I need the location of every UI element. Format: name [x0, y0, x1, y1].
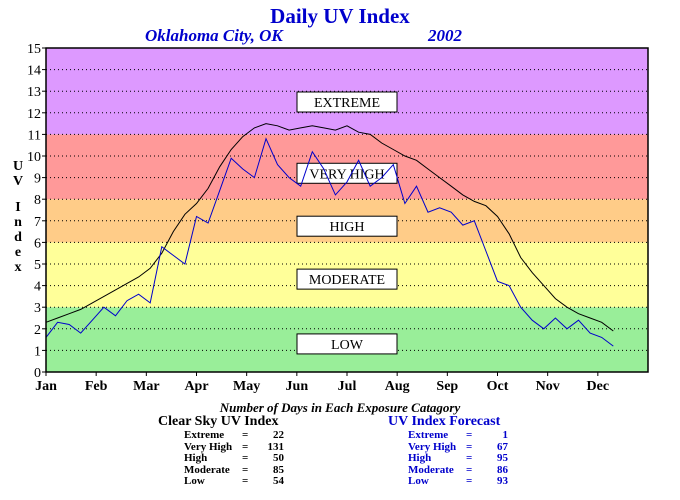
stats-row-equals: =: [466, 463, 473, 476]
chart-title: Daily UV Index: [270, 4, 410, 28]
y-tick-label: 9: [34, 172, 41, 187]
x-tick-label: Feb: [85, 379, 108, 394]
stats-row-value: 86: [497, 463, 508, 476]
band-label-box: [296, 268, 398, 290]
stats-row-label: Extreme: [408, 429, 449, 441]
y-tick-label: 7: [34, 215, 41, 230]
band-label: LOW: [331, 338, 364, 353]
x-tick-label: Apr: [184, 379, 208, 394]
stats-row-value: 54: [273, 475, 284, 488]
x-tick-label: Oct: [487, 379, 509, 394]
stats-row-value: 93: [497, 475, 508, 488]
stats-row-label: Very High: [408, 440, 457, 453]
y-tick-label: 1: [34, 344, 41, 359]
stats-row-equals: =: [242, 429, 249, 441]
x-tick-label: May: [233, 379, 260, 394]
stats-row-equals: =: [466, 452, 473, 465]
stats-row: High = 95: [408, 453, 508, 465]
stats-row-label: Low: [408, 475, 429, 488]
band-label: EXTREME: [314, 96, 380, 111]
stats-row: High = 50: [184, 453, 284, 465]
stats-row: Very High = 131: [184, 440, 285, 454]
band-label: HIGH: [330, 220, 365, 235]
stats-row-value: 22: [273, 429, 284, 441]
band-label: MODERATE: [309, 273, 385, 288]
x-tick-label: Nov: [536, 379, 560, 394]
stats-row-value: 85: [273, 463, 284, 476]
stats-row-equals: =: [242, 475, 249, 488]
band-label-box: [296, 333, 398, 355]
stats-title: Number of Days in Each Exposure Catagory: [219, 400, 461, 415]
stats-row-label: High: [184, 452, 208, 465]
stats-row-value: 95: [497, 452, 508, 465]
stats-row-value: 67: [497, 440, 508, 453]
stats-row-value: 50: [273, 452, 284, 465]
stats-row: Extreme = 22: [184, 429, 284, 442]
clear-sky-series-line: [45, 123, 614, 332]
stats-row: Low = 54: [184, 476, 284, 488]
forecast-stats: Extreme = 1 Very High = 67 High = 95 Moderate = 86 L…: [408, 429, 509, 488]
stats-row-label: Low: [184, 475, 205, 488]
x-tick-label: Aug: [385, 379, 410, 394]
x-tick-label: Sep: [436, 379, 458, 394]
stats-row-equals: =: [466, 475, 473, 488]
y-tick-label: 0: [34, 366, 41, 381]
chart-year: 2002: [428, 26, 462, 45]
y-tick-label: 2: [34, 323, 41, 338]
stats-row: Moderate = 85: [184, 463, 284, 477]
stats-row-equals: =: [466, 429, 473, 441]
band-label-box: [296, 91, 398, 113]
stats-row-label: High: [408, 452, 432, 465]
y-tick-label: 14: [27, 64, 41, 79]
chart-location: Oklahoma City, OK: [145, 26, 283, 45]
stats-row-label: Very High: [184, 440, 233, 453]
clear-sky-stats: Extreme = 22 Very High = 131 High = 50 Moderate = 8…: [184, 429, 285, 488]
y-tick-label: 10: [27, 150, 41, 165]
x-tick-label: Mar: [133, 379, 159, 394]
stats-row: Moderate = 86: [408, 463, 508, 477]
x-tick-label: Jan: [35, 379, 57, 394]
stats-row-equals: =: [466, 440, 473, 453]
y-tick-label: 5: [34, 258, 41, 273]
y-tick-label: 13: [27, 85, 41, 100]
stats-row-equals: =: [242, 440, 249, 453]
y-tick-label: 8: [34, 193, 41, 208]
y-tick-label: 12: [27, 107, 41, 122]
y-tick-label: 11: [28, 128, 41, 143]
stats-row-value: 1: [502, 429, 509, 441]
stats-row-value: 131: [267, 440, 285, 453]
stats-row-label: Extreme: [184, 429, 225, 441]
x-tick-label: Jun: [286, 379, 309, 394]
stats-row-label: Moderate: [184, 463, 230, 476]
y-tick-label: 15: [27, 42, 41, 57]
clear-sky-heading: Clear Sky UV Index: [158, 414, 279, 429]
band-label-box: [296, 215, 398, 237]
stats-row-equals: =: [242, 463, 249, 476]
stats-row: Low = 93: [408, 476, 508, 488]
x-tick-label: Jul: [338, 379, 357, 394]
band-label: VERY HIGH: [309, 167, 384, 182]
forecast-series-line: [45, 137, 614, 347]
y-tick-label: 6: [34, 236, 41, 251]
y-tick-label: 4: [34, 280, 41, 295]
stats-row: Very High = 67: [408, 440, 508, 454]
stats-row-equals: =: [242, 452, 249, 465]
stats-row: Extreme = 1: [408, 429, 509, 442]
forecast-heading: UV Index Forecast: [388, 414, 501, 429]
x-tick-label: Dec: [587, 379, 610, 394]
y-tick-label: 3: [34, 301, 41, 316]
band-label-box: [296, 162, 398, 184]
stats-row-label: Moderate: [408, 463, 454, 476]
